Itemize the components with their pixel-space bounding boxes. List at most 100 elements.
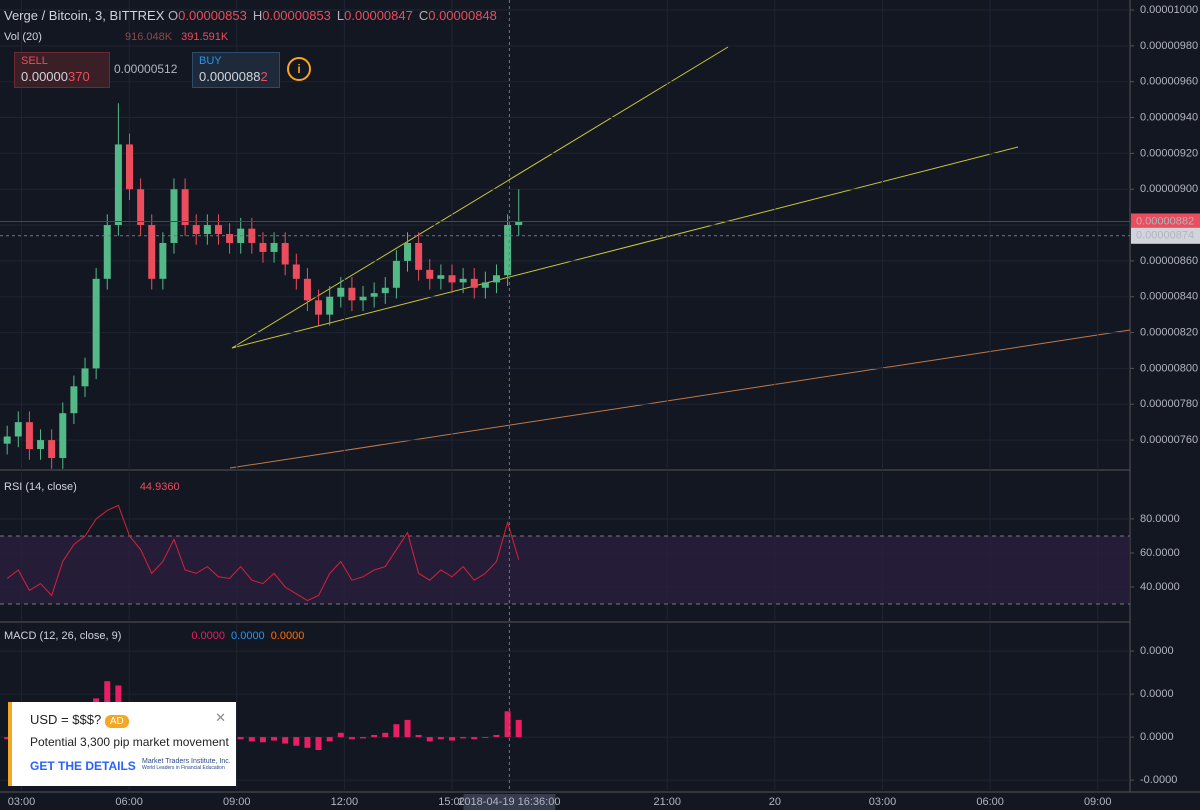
candle-body (70, 386, 78, 414)
candle-body (292, 264, 300, 279)
y-tick-label: -0.0000 (1140, 774, 1177, 786)
crosshair-time: 2018-04-19 16:36:00 (458, 796, 560, 808)
rsi-line (6, 504, 520, 602)
y-tick-label: 80.0000 (1140, 513, 1180, 525)
legend-text: 0.0000 (270, 630, 305, 642)
macd-values: 0.0000 0.0000 0.0000 (191, 630, 310, 642)
x-tick-label: 20 (769, 796, 781, 808)
ad-cta[interactable]: GET THE DETAILS (30, 759, 136, 773)
x-tick-label: 21:00 (653, 796, 681, 808)
sell-price-tail: 370 (68, 69, 90, 84)
price-label-box (1131, 227, 1200, 244)
legend-text: 0.0000 (231, 630, 265, 642)
candle-body (392, 260, 400, 288)
buy-button[interactable]: BUY 0.00000882 (192, 52, 280, 88)
candle-body (159, 242, 167, 279)
volume-label: Vol (20) (4, 31, 42, 43)
legend-text: C (418, 8, 429, 23)
macd-bar (4, 737, 11, 740)
macd-bar (393, 724, 400, 738)
candle-body (381, 287, 389, 294)
sell-button[interactable]: SELL 0.00000370 (14, 52, 110, 88)
candle-body (281, 242, 289, 265)
macd-bar (326, 737, 333, 742)
candle-body (192, 225, 200, 235)
buy-price: 0.0000088 (199, 69, 261, 84)
y-tick-label: 0.00001000 (1140, 4, 1198, 16)
macd-bar (382, 732, 389, 738)
macd-bar (360, 737, 367, 739)
y-tick-label: 60.0000 (1140, 547, 1180, 559)
macd-bar (515, 719, 522, 738)
x-tick-label: 03:00 (8, 796, 36, 808)
candle-body (81, 368, 89, 387)
candle-body (3, 436, 11, 444)
candle-body (437, 275, 445, 279)
y-tick-label: 0.00000860 (1140, 255, 1198, 267)
y-tick-label: 0.00000780 (1140, 398, 1198, 410)
volume-value: 916.048K (124, 31, 173, 43)
ad-popup: USD = $$$? AD ✕ Potential 3,300 pip marke… (8, 702, 236, 786)
candle-body (248, 228, 256, 243)
legend-text: L (336, 8, 345, 23)
legend-text: 0.0000 (191, 630, 226, 642)
candle-body (126, 144, 134, 190)
macd-legend: MACD (12, 26, close, 9) 0.0000 0.0000 0.000… (4, 630, 310, 642)
rsi-name: RSI (14, close) (4, 481, 77, 493)
y-tick-label: 0.00000980 (1140, 40, 1198, 52)
x-tick-label: 06:00 (115, 796, 143, 808)
info-icon[interactable]: i (287, 57, 311, 81)
x-tick-label: 12:00 (331, 796, 359, 808)
legend-text: H (252, 8, 263, 23)
y-tick-label: 0.00000840 (1140, 291, 1198, 303)
crosshair-time-box (463, 794, 556, 810)
y-tick-label: 0.00000800 (1140, 362, 1198, 374)
candle-body (203, 225, 211, 235)
candle-body (448, 275, 456, 283)
y-tick-label: 40.0000 (1140, 581, 1180, 593)
symbol: Verge / Bitcoin, 3, BITTREX (4, 8, 165, 23)
buy-price-tail: 2 (260, 69, 268, 84)
macd-bar (404, 719, 411, 738)
candle-body (37, 440, 45, 450)
candle-body (270, 242, 278, 252)
ad-close[interactable]: ✕ (215, 710, 226, 725)
candle-body (14, 422, 22, 437)
macd-bar (259, 737, 266, 743)
y-tick-label: 0.00000760 (1140, 434, 1198, 446)
candle-body (459, 278, 467, 283)
candle-body (337, 287, 345, 297)
candle-body (470, 278, 478, 288)
candle-body (103, 225, 111, 279)
candle-body (415, 242, 423, 270)
macd-bar (437, 737, 444, 740)
candle-body (226, 234, 234, 243)
y-tick-label: 0.00000960 (1140, 76, 1198, 88)
x-tick-label: 06:00 (976, 796, 1004, 808)
macd-bar (348, 737, 355, 740)
y-tick-label: 0.0000 (1140, 688, 1174, 700)
candle-body (170, 189, 178, 243)
candle-body (515, 221, 523, 226)
candle-body (137, 189, 145, 226)
rsi-value: 44.9360 (139, 481, 180, 493)
y-tick-label: 0.00000940 (1140, 111, 1198, 123)
y-tick-label: 0.00000920 (1140, 147, 1198, 159)
candle-body (181, 189, 189, 226)
macd-bar (460, 737, 467, 739)
candle-body (492, 275, 500, 283)
x-tick-label: 15:00 (438, 796, 466, 808)
candle-body (25, 422, 33, 450)
ad-badge: AD (104, 715, 129, 728)
ad-slogan: World Leaders in Financial Education (142, 765, 225, 771)
legend-text: 0.00000848 (428, 8, 497, 23)
buy-label: BUY (199, 55, 222, 67)
legend-text: O (168, 8, 179, 23)
macd-bar (271, 737, 278, 741)
legend-text: 0.00000847 (344, 8, 413, 23)
candle-body (148, 225, 156, 279)
ad-text: Potential 3,300 pip market movement (30, 735, 229, 749)
macd-bar (293, 737, 300, 746)
